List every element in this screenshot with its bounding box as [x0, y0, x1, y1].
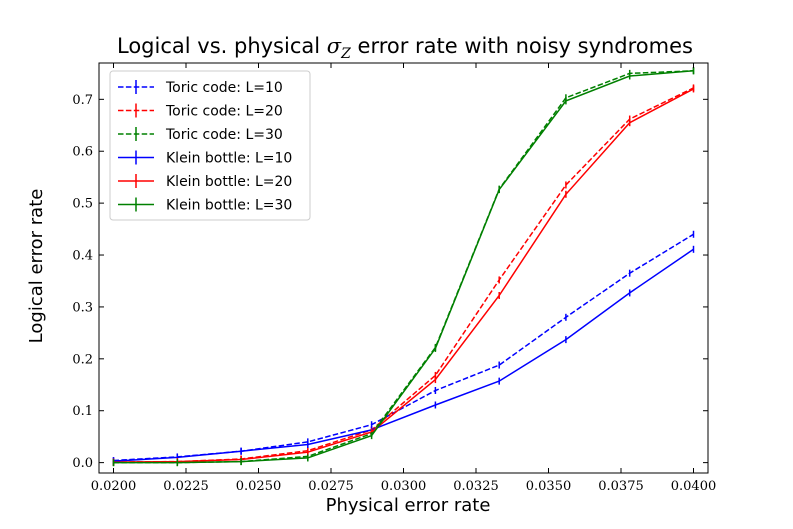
y-tick-label: 0.2 [72, 352, 93, 367]
series-layer [112, 67, 695, 467]
x-axis-label: Physical error rate [326, 495, 491, 516]
legend-label: Toric code: L=10 [165, 80, 283, 96]
y-tick-label: 0.1 [72, 404, 93, 419]
plot-area: 0.0200 0.0225 0.0250 0.0275 0.0300 0.0325 0.03… [72, 62, 716, 494]
plot-frame [98, 62, 709, 474]
series-6 [112, 67, 695, 467]
x-tick-label: 0.0350 [526, 479, 572, 494]
series-line [113, 248, 694, 462]
x-tick-label: 0.0375 [598, 479, 644, 494]
x-tick-label: 0.0200 [91, 479, 137, 494]
y-tick-label: 0.0 [72, 456, 93, 471]
series-line [113, 88, 694, 463]
series-line [113, 70, 694, 464]
ticks-layer: 0.0200 0.0225 0.0250 0.0275 0.0300 0.0325 0.03… [72, 63, 716, 494]
legend: Toric code: L=10 Toric code: L=20 Toric co… [109, 70, 311, 221]
legend-label: Klein bottle: L=30 [166, 198, 292, 214]
x-tick-label: 0.0275 [308, 479, 354, 494]
y-tick-label: 0.4 [72, 249, 93, 264]
y-axis-label: Logical error rate [26, 189, 47, 344]
y-tick-label: 0.5 [72, 197, 93, 212]
legend-label: Toric code: L=20 [165, 104, 283, 120]
x-tick-label: 0.0400 [671, 479, 717, 494]
legend-label: Klein bottle: L=20 [166, 174, 292, 190]
x-tick-label: 0.0325 [453, 479, 499, 494]
y-tick-label: 0.6 [72, 145, 93, 160]
x-tick-label: 0.0250 [236, 479, 282, 494]
chart-title: Logical vs. physical σZ error rate with … [117, 34, 693, 62]
legend-label: Toric code: L=30 [165, 127, 283, 143]
legend-box [109, 70, 311, 221]
x-tick-label: 0.0225 [163, 479, 209, 494]
series-1 [112, 230, 695, 465]
series-line [113, 233, 694, 462]
y-tick-label: 0.7 [72, 93, 93, 108]
y-tick-label: 0.3 [72, 300, 93, 315]
legend-label: Klein bottle: L=10 [166, 151, 292, 167]
series-4 [112, 245, 695, 465]
x-tick-label: 0.0300 [381, 479, 427, 494]
